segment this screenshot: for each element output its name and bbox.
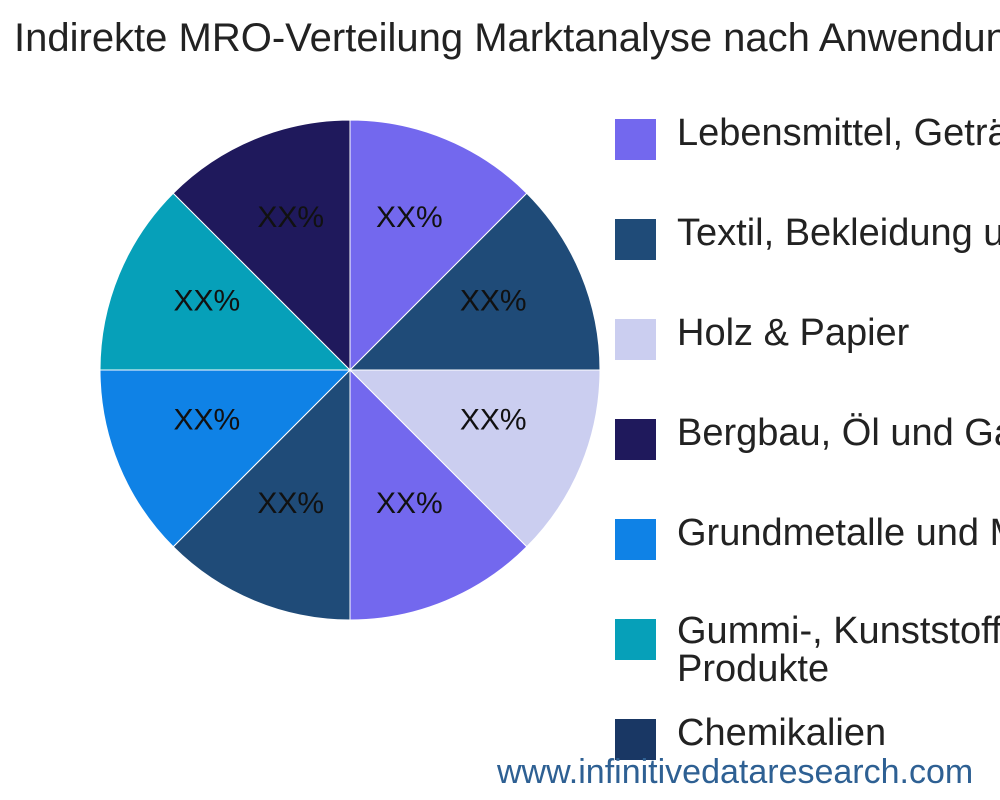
svg-text:XX%: XX% [257,201,324,234]
svg-text:XX%: XX% [460,403,527,436]
svg-text:XX%: XX% [173,285,240,318]
svg-text:XX%: XX% [173,403,240,436]
svg-text:XX%: XX% [257,487,324,520]
svg-text:XX%: XX% [460,285,527,318]
svg-text:XX%: XX% [376,201,443,234]
svg-text:XX%: XX% [376,487,443,520]
